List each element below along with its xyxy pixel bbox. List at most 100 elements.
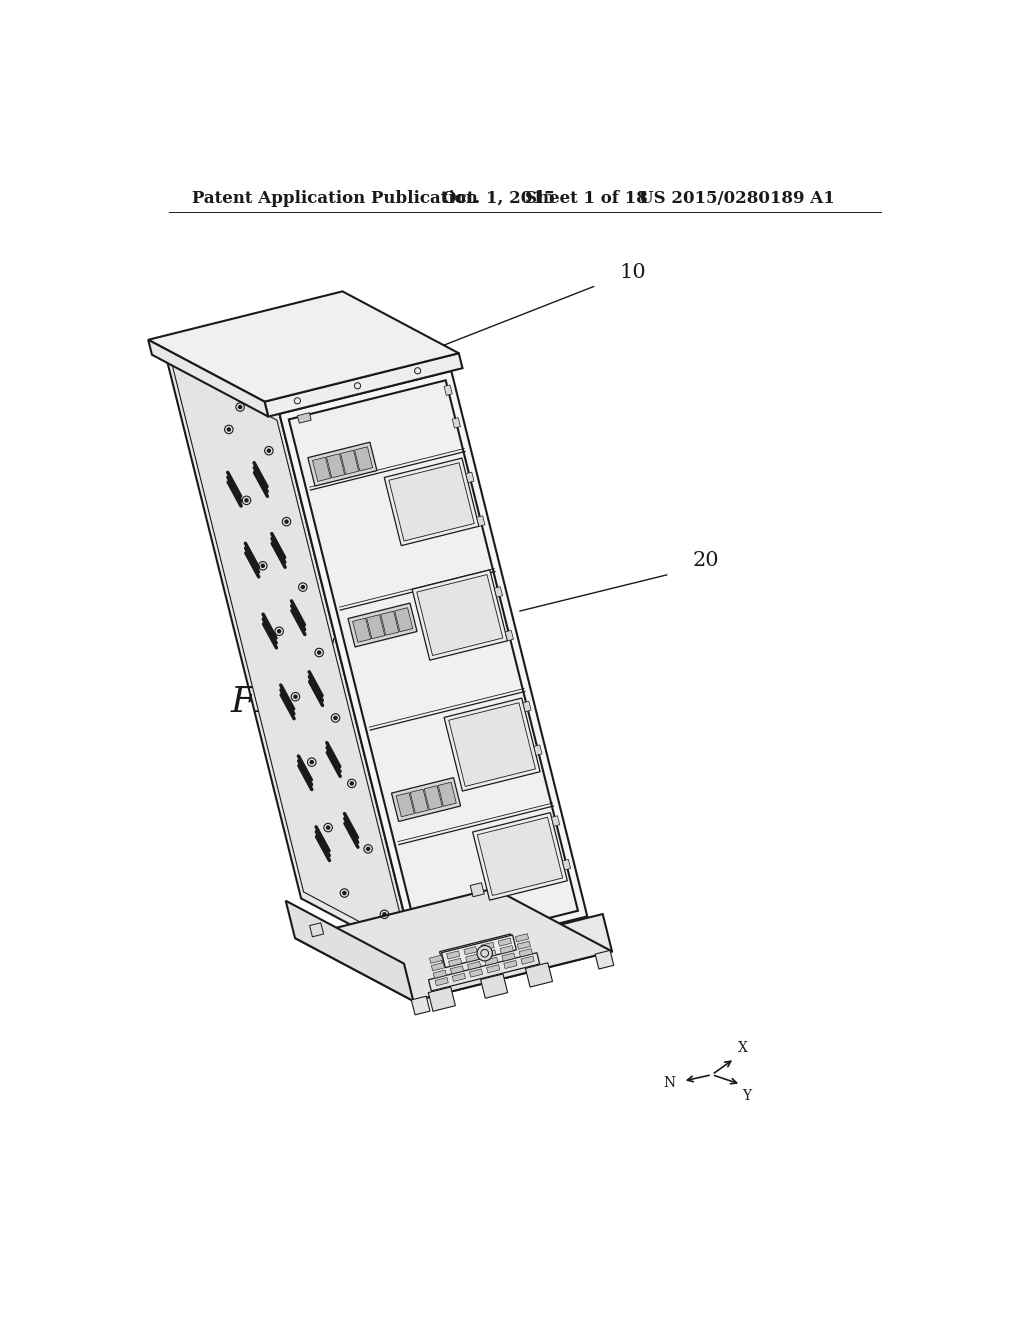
Polygon shape — [477, 516, 485, 527]
Polygon shape — [477, 817, 562, 895]
Polygon shape — [309, 923, 324, 937]
Circle shape — [285, 520, 288, 523]
Polygon shape — [295, 888, 612, 1001]
Polygon shape — [499, 939, 511, 946]
Polygon shape — [286, 900, 414, 1001]
Circle shape — [294, 696, 297, 698]
Circle shape — [227, 428, 230, 432]
Polygon shape — [352, 618, 371, 643]
Circle shape — [334, 717, 337, 719]
Polygon shape — [348, 603, 417, 647]
Polygon shape — [431, 962, 444, 970]
Polygon shape — [486, 965, 500, 973]
Polygon shape — [562, 859, 570, 870]
Polygon shape — [354, 446, 373, 471]
Polygon shape — [470, 883, 484, 896]
Polygon shape — [525, 962, 553, 987]
Circle shape — [383, 912, 386, 916]
Polygon shape — [453, 417, 461, 428]
Polygon shape — [502, 953, 515, 961]
Polygon shape — [367, 615, 385, 639]
Circle shape — [343, 891, 346, 895]
Polygon shape — [480, 974, 508, 998]
Polygon shape — [504, 961, 517, 969]
Polygon shape — [429, 956, 442, 964]
Polygon shape — [469, 969, 482, 977]
Polygon shape — [435, 978, 449, 986]
Polygon shape — [404, 913, 612, 1001]
Polygon shape — [464, 946, 477, 954]
Polygon shape — [428, 953, 540, 991]
Polygon shape — [391, 777, 461, 821]
Polygon shape — [444, 698, 540, 791]
Polygon shape — [441, 935, 516, 968]
Polygon shape — [595, 950, 613, 969]
Polygon shape — [389, 463, 474, 541]
Polygon shape — [453, 973, 466, 982]
Polygon shape — [466, 954, 479, 962]
Polygon shape — [412, 570, 508, 660]
Polygon shape — [468, 961, 481, 970]
Polygon shape — [174, 312, 441, 409]
Polygon shape — [451, 966, 464, 974]
Polygon shape — [449, 958, 462, 966]
Polygon shape — [428, 987, 456, 1011]
Circle shape — [239, 405, 242, 409]
Polygon shape — [312, 457, 331, 482]
Polygon shape — [297, 413, 311, 424]
Polygon shape — [521, 956, 535, 965]
Text: N: N — [664, 1076, 676, 1090]
Polygon shape — [165, 352, 416, 960]
Circle shape — [327, 826, 330, 829]
Polygon shape — [481, 942, 495, 950]
Circle shape — [367, 847, 370, 850]
Text: 1: 1 — [286, 306, 299, 326]
Polygon shape — [308, 442, 377, 486]
Polygon shape — [280, 371, 588, 960]
Circle shape — [267, 449, 270, 453]
Polygon shape — [172, 364, 409, 948]
Text: 30: 30 — [300, 615, 327, 634]
Polygon shape — [484, 957, 498, 965]
Polygon shape — [264, 354, 463, 417]
Polygon shape — [515, 933, 528, 942]
Polygon shape — [433, 970, 446, 978]
Polygon shape — [534, 744, 542, 755]
Text: Patent Application Publication: Patent Application Publication — [193, 190, 478, 207]
Circle shape — [350, 781, 353, 785]
Circle shape — [301, 586, 304, 589]
Text: 10: 10 — [620, 263, 646, 281]
Circle shape — [477, 945, 493, 961]
Polygon shape — [148, 339, 268, 417]
Text: US 2015/0280189 A1: US 2015/0280189 A1 — [639, 190, 835, 207]
Polygon shape — [438, 783, 457, 807]
Polygon shape — [341, 450, 358, 474]
Polygon shape — [483, 949, 497, 958]
Polygon shape — [165, 310, 452, 413]
Polygon shape — [411, 789, 428, 813]
Polygon shape — [473, 813, 567, 900]
Polygon shape — [500, 945, 513, 953]
Polygon shape — [446, 950, 460, 960]
Polygon shape — [519, 949, 532, 957]
Polygon shape — [417, 574, 503, 656]
Circle shape — [317, 651, 321, 655]
Polygon shape — [444, 385, 453, 396]
Polygon shape — [505, 631, 513, 640]
Polygon shape — [394, 607, 413, 632]
Text: 20: 20 — [692, 552, 719, 570]
Polygon shape — [412, 997, 430, 1015]
Text: Oct. 1, 2015: Oct. 1, 2015 — [442, 190, 556, 207]
Polygon shape — [449, 702, 536, 787]
Polygon shape — [523, 701, 531, 711]
Circle shape — [310, 760, 313, 764]
Polygon shape — [439, 935, 514, 966]
Polygon shape — [396, 793, 415, 817]
Text: Sheet 1 of 18: Sheet 1 of 18 — [524, 190, 647, 207]
Text: X: X — [737, 1041, 748, 1055]
Polygon shape — [424, 785, 442, 810]
Circle shape — [261, 564, 264, 568]
Polygon shape — [384, 458, 479, 545]
Polygon shape — [466, 473, 474, 483]
Polygon shape — [381, 611, 398, 635]
